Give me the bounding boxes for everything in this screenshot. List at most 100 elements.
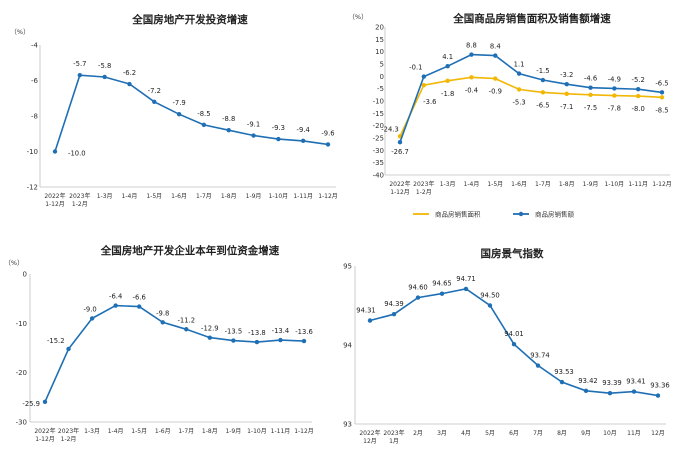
data-label: -0.1 <box>409 64 422 72</box>
x-tick-label: 1-3月 <box>97 193 113 200</box>
data-label: -13.5 <box>225 328 243 336</box>
data-point <box>463 286 469 292</box>
sales-growth-chart: 全国商品房销售面积及销售额增速 （%） 20 15 10 5 0 -5 -10 -15 -20 -25… <box>348 12 671 219</box>
x-tick-label: 11月 <box>627 430 641 437</box>
x-tick-label: 1-2月 <box>416 189 432 196</box>
data-point <box>391 311 397 317</box>
data-point <box>160 320 165 325</box>
data-point <box>659 90 665 95</box>
data-label: -8.8 <box>222 115 235 123</box>
y-tick-label: 94 <box>343 342 352 350</box>
data-label: -1.5 <box>536 67 549 75</box>
data-label: -5.2 <box>632 76 645 84</box>
x-tick-label: 1-10月 <box>247 428 267 435</box>
data-label: -0.4 <box>465 86 478 94</box>
y-tick-label: 5 <box>380 61 384 69</box>
y-tick-label: -25 <box>373 135 384 143</box>
x-tick-label: 1-11月 <box>271 428 291 435</box>
data-label: -6.5 <box>655 79 668 87</box>
data-label: -4.6 <box>584 75 597 83</box>
x-tick-label: 1-3月 <box>84 428 100 435</box>
data-label: -1.8 <box>441 90 454 98</box>
x-tick-label: 12月 <box>651 430 665 437</box>
data-label: -7.9 <box>172 99 185 107</box>
x-tick-label: 1-6月 <box>511 181 527 188</box>
y-tick-label: 0 <box>23 271 27 279</box>
x-tick-label: 2023年 <box>413 180 434 188</box>
x-tick-label: 1-5月 <box>146 193 162 200</box>
x-tick-label: 1-9月 <box>583 181 599 188</box>
data-label: -12.9 <box>201 325 219 333</box>
y-tick-label: 20 <box>375 24 384 32</box>
data-point <box>127 81 132 87</box>
x-tick-label: 1-12月 <box>294 428 314 435</box>
y-axis-unit: （%） <box>10 28 29 36</box>
x-tick-label: 1-10月 <box>605 181 625 188</box>
data-point <box>201 122 207 128</box>
data-label: -6.6 <box>133 294 146 302</box>
x-tick-label: 1-2月 <box>61 436 77 443</box>
data-label: -10.0 <box>68 150 86 158</box>
data-point <box>231 338 236 343</box>
chart-title: 全国商品房销售面积及销售额增速 <box>452 12 611 25</box>
data-point <box>278 337 283 343</box>
x-tick-label: 1-10月 <box>269 193 289 200</box>
data-point <box>655 393 661 398</box>
data-point <box>254 339 260 345</box>
y-tick-label: -10 <box>16 320 27 328</box>
data-point <box>207 335 213 340</box>
x-tick-label: 1-12月 <box>35 436 55 443</box>
y-axis-unit: （%） <box>4 259 23 267</box>
data-label: 93.41 <box>626 378 645 386</box>
data-label: -4.9 <box>608 75 621 83</box>
data-point <box>102 74 107 80</box>
data-label: -7.5 <box>584 104 597 112</box>
data-point <box>583 388 589 394</box>
data-point <box>226 128 231 133</box>
y-tick-label: -20 <box>373 122 384 130</box>
data-point <box>564 91 569 97</box>
x-tick-label: 1-2月 <box>72 201 88 208</box>
data-label: -11.2 <box>177 316 195 324</box>
data-label: -8.0 <box>632 105 645 113</box>
data-point <box>612 86 617 91</box>
data-label: -5.8 <box>98 62 111 70</box>
data-point <box>659 95 665 100</box>
data-label: 8.4 <box>490 43 501 51</box>
y-tick-label: -15 <box>373 110 384 118</box>
data-point <box>469 52 474 57</box>
data-label: -25.9 <box>22 400 40 408</box>
data-point <box>511 342 517 347</box>
x-tick-label: 1-4月 <box>108 428 124 435</box>
data-point <box>89 316 95 321</box>
x-tick-label: 1-9月 <box>225 428 241 435</box>
data-point <box>300 138 306 144</box>
x-tick-label: 1-4月 <box>122 193 138 200</box>
x-tick-label: 2023年 <box>69 192 90 200</box>
data-point <box>493 76 498 81</box>
y-tick-label: 0 <box>380 73 384 81</box>
x-tick-label: 1-8月 <box>221 193 237 200</box>
data-label: -6.2 <box>123 69 136 77</box>
data-label: -7.8 <box>608 105 621 113</box>
data-point <box>421 83 427 88</box>
data-point <box>588 85 593 90</box>
data-label: -5.7 <box>73 60 86 68</box>
data-label: -15.2 <box>47 337 65 345</box>
y-tick-label: -40 <box>373 172 384 180</box>
x-tick-label: 1-7月 <box>535 181 551 188</box>
legend-marker <box>518 211 524 217</box>
x-tick-label: 1-7月 <box>178 428 194 435</box>
data-label: -13.6 <box>295 328 313 336</box>
data-point <box>301 338 307 344</box>
data-point <box>588 92 593 98</box>
data-point <box>631 389 637 394</box>
data-point <box>397 139 403 145</box>
x-tick-label: 1-9月 <box>246 193 262 200</box>
data-point <box>77 72 83 78</box>
data-label: -26.7 <box>391 148 409 156</box>
x-tick-label: 2022年 <box>34 427 55 435</box>
y-tick-label: -35 <box>373 159 384 167</box>
x-tick-label: 1-8月 <box>202 428 218 435</box>
x-tick-label: 2023年 <box>383 429 404 437</box>
